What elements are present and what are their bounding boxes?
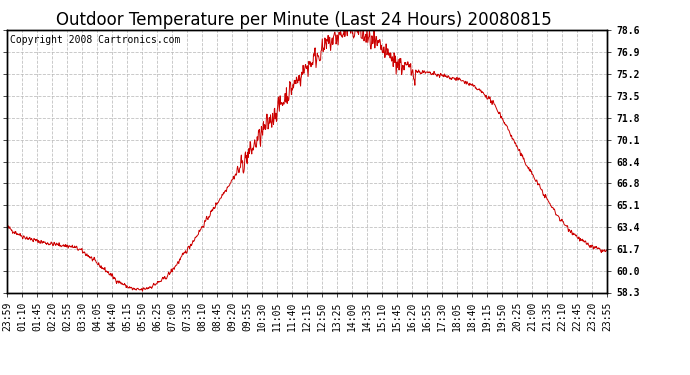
Text: Outdoor Temperature per Minute (Last 24 Hours) 20080815: Outdoor Temperature per Minute (Last 24 … [56, 11, 551, 29]
Text: Copyright 2008 Cartronics.com: Copyright 2008 Cartronics.com [10, 35, 180, 45]
